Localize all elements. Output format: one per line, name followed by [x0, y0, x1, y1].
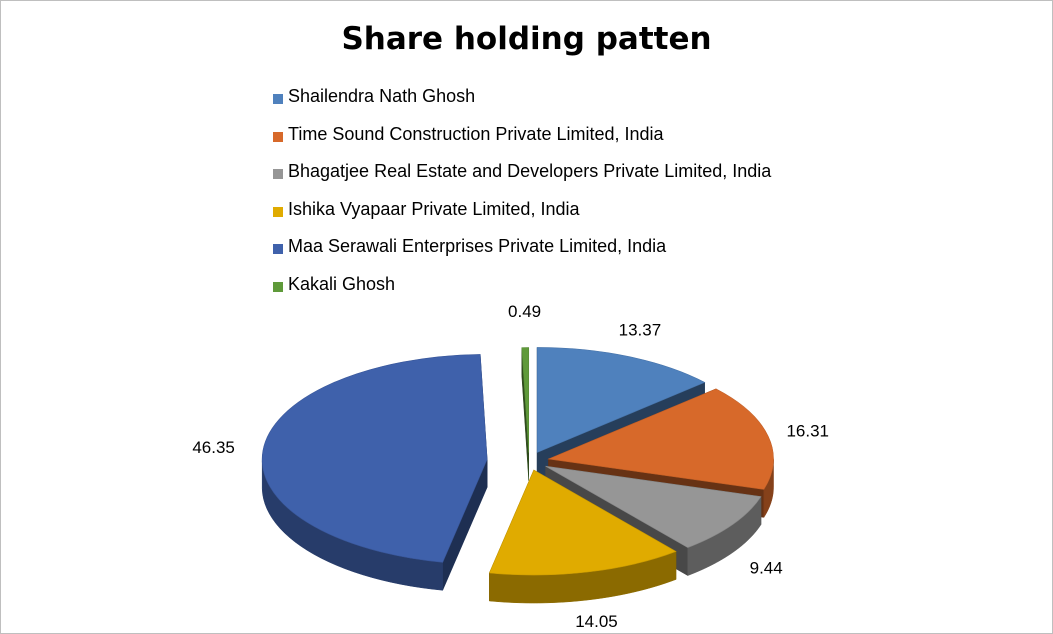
- legend-label: Shailendra Nath Ghosh: [288, 86, 476, 106]
- data-label-4: 46.35: [192, 438, 235, 457]
- legend-swatch: [273, 131, 283, 142]
- legend-label: Maa Serawali Enterprises Private Limited…: [288, 236, 667, 256]
- slice-top: [521, 347, 530, 453]
- data-label-5: 0.49: [508, 302, 541, 321]
- legend-swatch: [273, 94, 283, 104]
- data-label-2: 9.44: [750, 559, 783, 578]
- legend-label: Ishika Vyapaar Private Limited, India: [288, 198, 580, 219]
- legend-swatch: [273, 244, 283, 254]
- legend-label: Time Sound Construction Private Limited,…: [288, 123, 664, 144]
- legend-label: Bhagatjee Real Estate and Developers Pri…: [288, 161, 772, 181]
- slice-top: [547, 388, 774, 490]
- slice-top: [488, 469, 677, 576]
- pie-slice-4: [261, 354, 488, 591]
- data-label-0: 13.37: [619, 321, 662, 340]
- legend-label: Kakali Ghosh: [288, 273, 396, 294]
- legend-swatch: [273, 169, 283, 179]
- chart-title: Share holding patten: [341, 21, 712, 57]
- slice-top: [545, 465, 762, 548]
- legend-swatch: [273, 281, 283, 292]
- pie-slice-3: [488, 469, 677, 604]
- slice-top: [536, 347, 706, 453]
- data-label-1: 16.31: [786, 422, 829, 441]
- pie-slice-5: [521, 347, 530, 481]
- slice-top: [261, 354, 488, 563]
- legend-swatch: [273, 206, 283, 217]
- data-label-3: 14.05: [575, 612, 618, 631]
